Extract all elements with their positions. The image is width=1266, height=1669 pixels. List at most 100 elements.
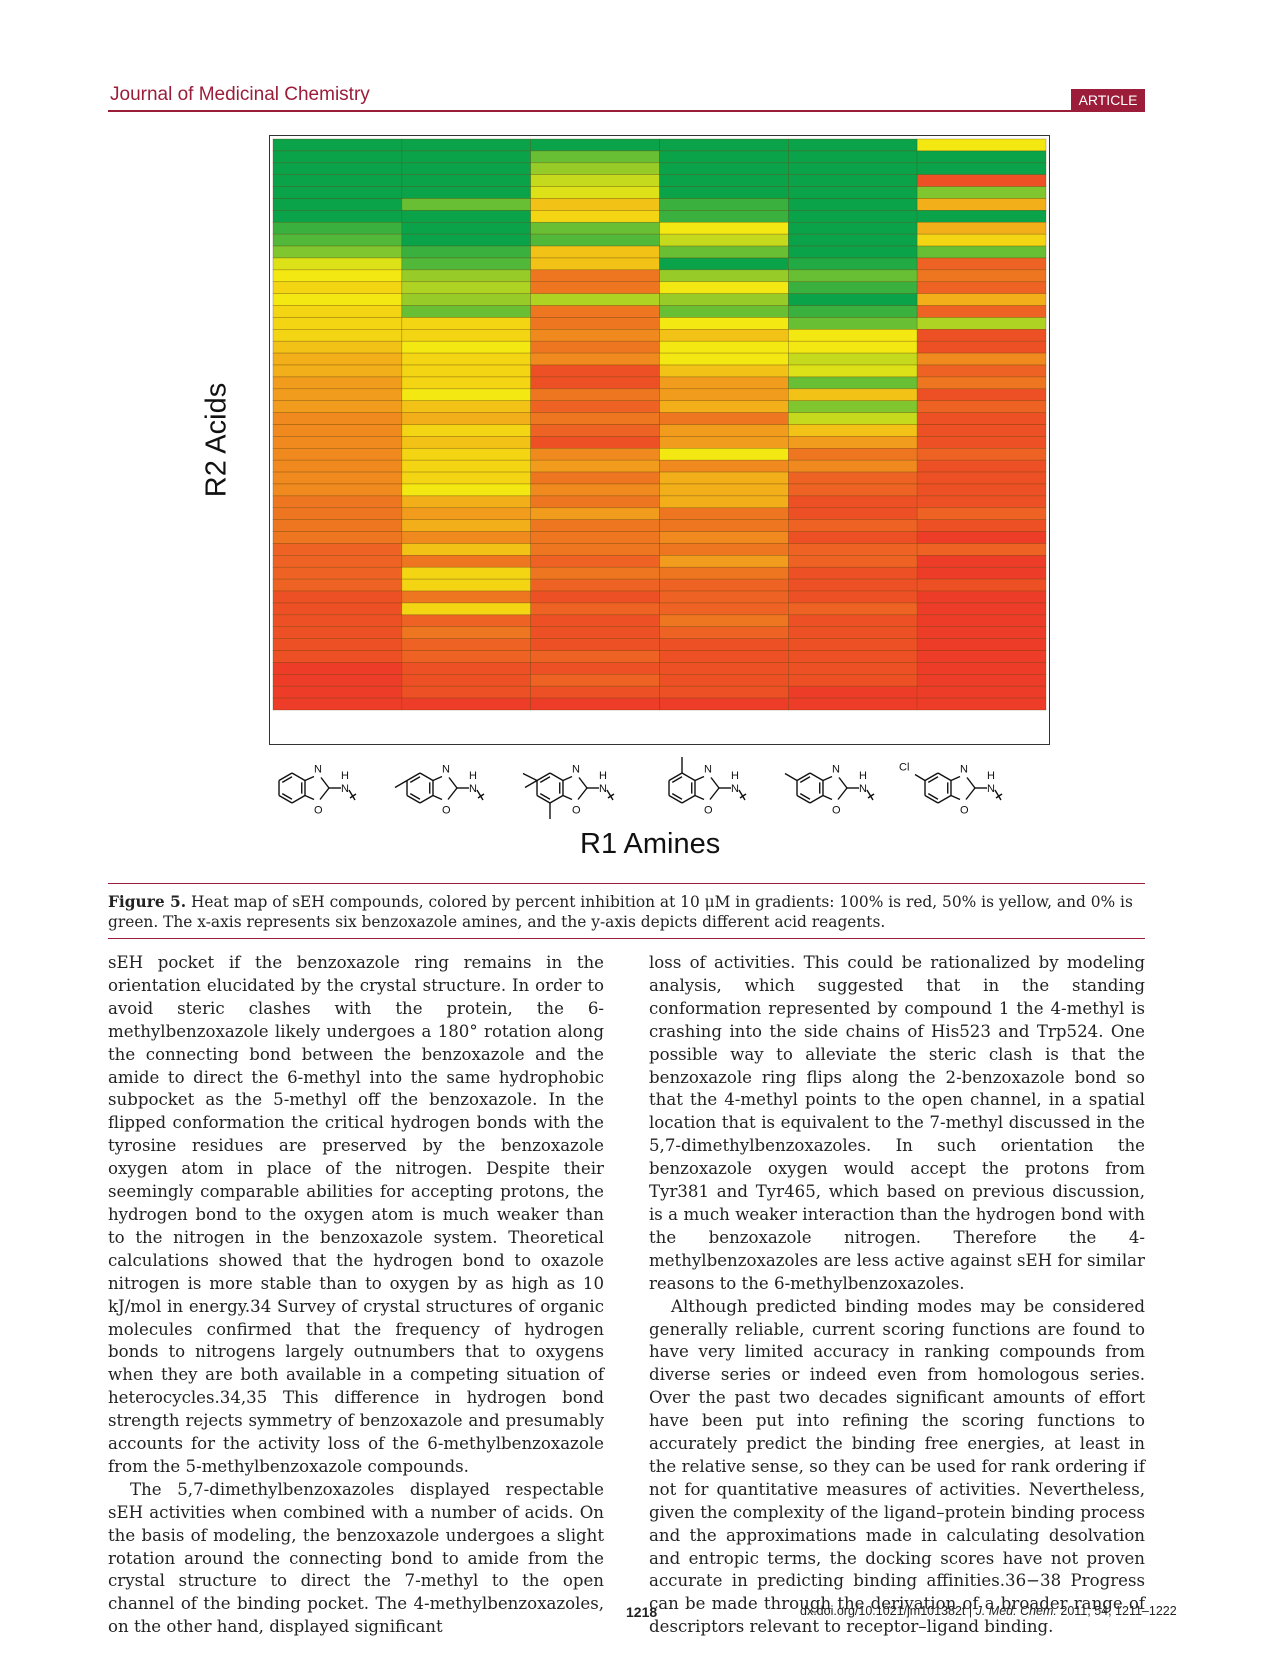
- heatmap-cell: [659, 257, 789, 271]
- bond: [966, 777, 976, 789]
- heatmap-cell: [788, 685, 918, 699]
- heatmap-cell: [788, 162, 918, 175]
- heatmap-cell: [916, 221, 1047, 235]
- bond: [738, 789, 746, 801]
- heatmap-cell: [272, 245, 403, 259]
- heatmap-cell: [401, 329, 531, 342]
- heatmap-cell: [272, 352, 403, 366]
- heatmap-cell: [788, 436, 918, 449]
- heatmap-cell: [272, 400, 403, 413]
- heatmap-cell: [272, 162, 403, 175]
- atom-label: O: [960, 805, 969, 817]
- heatmap-cell: [916, 233, 1047, 247]
- bond: [937, 794, 952, 804]
- bond: [710, 777, 720, 789]
- bond: [927, 793, 939, 800]
- bond: [799, 776, 811, 783]
- heatmap-cell: [530, 555, 660, 568]
- heatmap-cell: [272, 495, 403, 509]
- atom-label: N: [341, 783, 349, 795]
- heatmap-cell: [530, 138, 660, 152]
- heatmap-cell: [788, 198, 918, 211]
- bond: [671, 793, 683, 800]
- heatmap-cell: [916, 174, 1047, 187]
- heatmap-cell: [916, 697, 1047, 711]
- heatmap-cell: [788, 614, 918, 628]
- heatmap-cell: [788, 566, 918, 580]
- atom-label: N: [572, 764, 580, 776]
- heatmap-cell: [788, 674, 918, 687]
- heatmap-cell: [659, 162, 789, 175]
- heatmap-cell: [788, 329, 918, 342]
- heatmap-cell: [530, 519, 660, 532]
- heatmap-cell: [659, 555, 789, 568]
- heatmap-cell: [401, 210, 531, 223]
- heatmap-cell: [272, 293, 403, 306]
- heatmap-cell: [659, 674, 789, 687]
- heatmap-cell: [401, 138, 531, 152]
- heatmap-cell: [916, 138, 1047, 152]
- body-column-right: loss of activities. This could be ration…: [649, 952, 1145, 1639]
- heatmap-cell: [916, 293, 1047, 306]
- heatmap-cell: [659, 174, 789, 187]
- citation: 2011, 54, 1211–1222: [1060, 1604, 1177, 1618]
- doi-citation: dx.doi.org/10.1021/jm101382t | J. Med. C…: [800, 1604, 1177, 1618]
- heatmap-cell: [788, 412, 918, 425]
- bond: [799, 793, 811, 800]
- atom-label: O: [314, 805, 323, 817]
- heatmap-cell: [659, 566, 789, 580]
- heatmap-cell: [916, 186, 1047, 199]
- heatmap-cell: [788, 186, 918, 199]
- bond: [796, 794, 811, 804]
- heatmap-cell: [788, 257, 918, 271]
- bond: [409, 776, 421, 783]
- bond: [671, 776, 683, 783]
- bond: [406, 794, 421, 804]
- heatmap-cell: [401, 697, 531, 711]
- heatmap-cell: [659, 519, 789, 532]
- heatmap-cell: [401, 471, 531, 485]
- atom-label: N: [469, 783, 477, 795]
- heatmap-cell: [401, 340, 531, 354]
- heatmap-cell: [530, 269, 660, 283]
- heatmap-cell: [916, 662, 1047, 675]
- figure-caption: Figure 5. Heat map of sEH compounds, col…: [108, 883, 1145, 939]
- heatmap-cell: [788, 233, 918, 247]
- bond: [320, 777, 330, 789]
- heatmap-cell: [401, 388, 531, 402]
- heatmap-cell: [530, 602, 660, 616]
- bond: [838, 777, 848, 789]
- heatmap-cell: [272, 269, 403, 283]
- atom-label: O: [572, 805, 581, 817]
- heatmap-cell: [916, 543, 1047, 556]
- heatmap-cell: [272, 471, 403, 485]
- heatmap-cell: [659, 198, 789, 211]
- heatmap-cell: [916, 555, 1047, 568]
- heatmap-cell: [916, 340, 1047, 354]
- heatmap-cell: [916, 436, 1047, 449]
- heatmap-cell: [401, 174, 531, 187]
- atom-label: H: [599, 770, 607, 782]
- heatmap-cell: [272, 578, 403, 592]
- heatmap-cell: [788, 447, 918, 461]
- article-badge: ARTICLE: [1071, 89, 1145, 111]
- heatmap-cell: [530, 697, 660, 711]
- heatmap-cell: [788, 150, 918, 164]
- bond: [681, 772, 696, 782]
- heatmap-cell: [659, 305, 789, 318]
- heatmap-cell: [530, 590, 660, 604]
- heatmap-cell: [272, 257, 403, 271]
- heatmap-cell: [916, 412, 1047, 425]
- heatmap-cell: [272, 210, 403, 223]
- atom-label: O: [832, 805, 841, 817]
- heatmap-cell: [401, 531, 531, 544]
- journal-title: Journal of Medicinal Chemistry: [110, 84, 370, 105]
- heatmap-cell: [788, 590, 918, 604]
- atom-label: N: [704, 764, 712, 776]
- heatmap-cell: [401, 281, 531, 294]
- heatmap-cell: [272, 388, 403, 402]
- heatmap-cell: [272, 626, 403, 639]
- atom-label: N: [731, 783, 739, 795]
- heatmap-cell: [401, 150, 531, 164]
- bond: [784, 772, 798, 782]
